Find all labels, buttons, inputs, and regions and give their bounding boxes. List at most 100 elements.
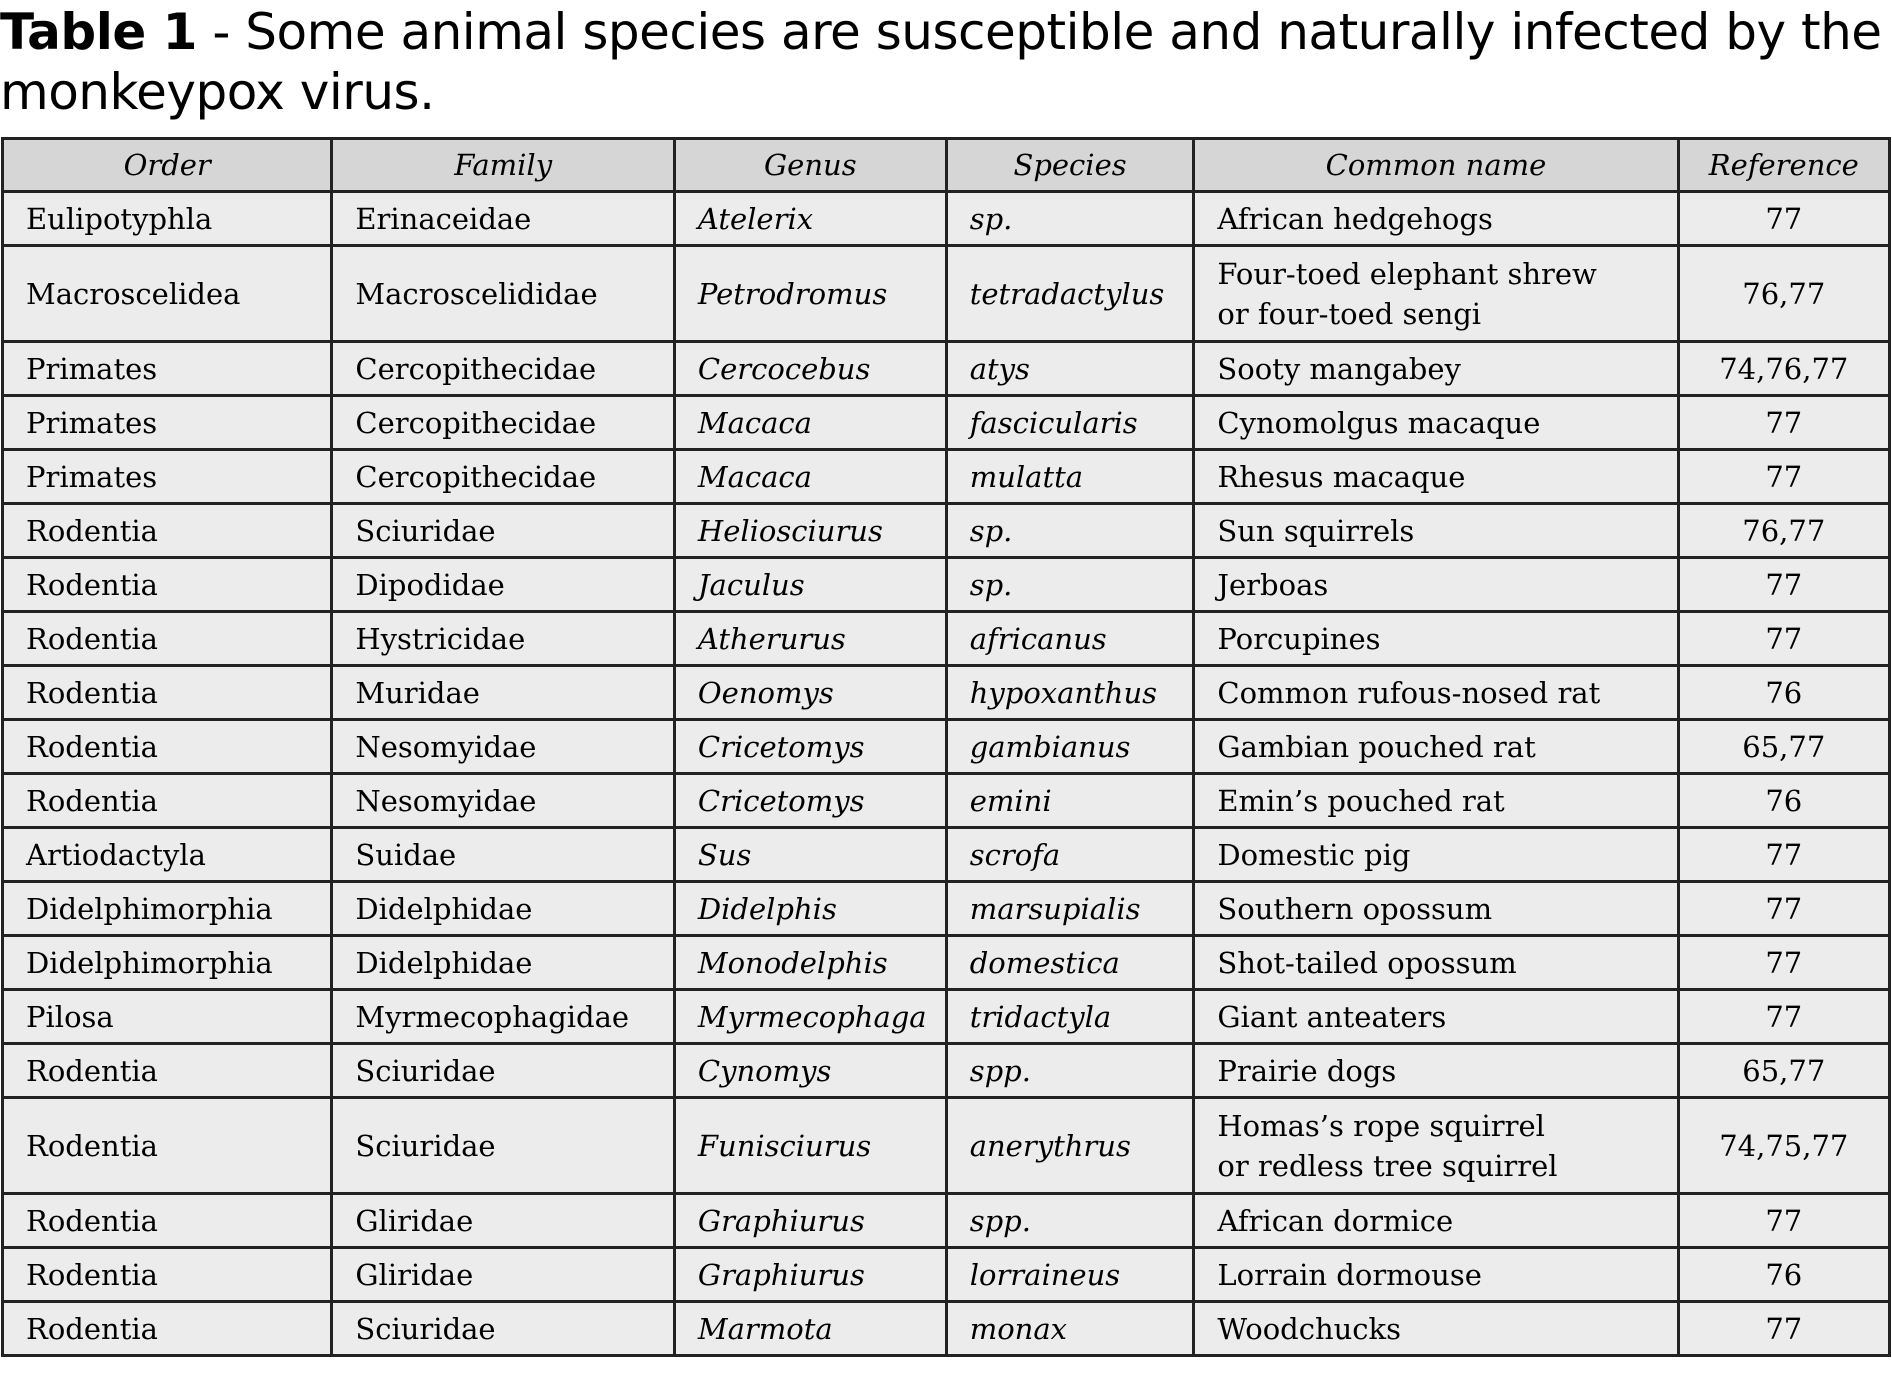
cell-family: Sciuridae <box>330 1042 676 1099</box>
cell-reference: 76 <box>1676 772 1892 829</box>
cell-genus: Marmota <box>672 1300 948 1357</box>
cell-genus: Cricetomys <box>672 718 948 775</box>
cell-common-name: Lorrain dormouse <box>1192 1246 1680 1303</box>
cell-family: Nesomyidae <box>330 772 676 829</box>
cell-reference: 77 <box>1676 1300 1892 1357</box>
cell-reference: 76 <box>1676 664 1892 721</box>
cell-species: tridactyla <box>944 988 1196 1045</box>
cell-species: gambianus <box>944 718 1196 775</box>
table-row: Artiodactyla Suidae Sus scrofa Domestic pig 7… <box>0 826 1892 883</box>
cell-family: Gliridae <box>330 1192 676 1249</box>
cell-genus: Sus <box>672 826 948 883</box>
table-row: Macroscelidea Macroscelididae Petrodromus t… <box>0 244 1892 343</box>
cell-common-name: Jerboas <box>1192 556 1680 613</box>
column-header-species: Species <box>944 137 1196 193</box>
cell-family: Hystricidae <box>330 610 676 667</box>
cell-order: Didelphimorphia <box>0 934 334 991</box>
table-row: Eulipotyphla Erinaceidae Atelerix sp. Africa… <box>0 190 1892 247</box>
cell-common-name: African hedgehogs <box>1192 190 1680 247</box>
column-header-order: Order <box>0 137 334 193</box>
cell-common-name: Homas’s rope squirrel or redless tree sq… <box>1192 1096 1680 1195</box>
cell-species: anerythrus <box>944 1096 1196 1195</box>
cell-common-name: Cynomolgus macaque <box>1192 394 1680 451</box>
cell-common-name: Domestic pig <box>1192 826 1680 883</box>
table-row: Rodentia Sciuridae Heliosciurus sp. Sun squi… <box>0 502 1892 559</box>
cell-reference: 77 <box>1676 556 1892 613</box>
cell-species: spp. <box>944 1042 1196 1099</box>
cell-reference: 77 <box>1676 448 1892 505</box>
cell-reference: 77 <box>1676 826 1892 883</box>
cell-species: hypoxanthus <box>944 664 1196 721</box>
column-header-family: Family <box>330 137 676 193</box>
cell-species: fascicularis <box>944 394 1196 451</box>
cell-common-name: Common rufous-nosed rat <box>1192 664 1680 721</box>
cell-family: Macroscelididae <box>330 244 676 343</box>
cell-order: Primates <box>0 394 334 451</box>
cell-family: Dipodidae <box>330 556 676 613</box>
cell-common-name: Porcupines <box>1192 610 1680 667</box>
cell-genus: Cynomys <box>672 1042 948 1099</box>
cell-order: Didelphimorphia <box>0 880 334 937</box>
cell-reference: 74,75,77 <box>1676 1096 1892 1195</box>
cell-family: Sciuridae <box>330 1096 676 1195</box>
cell-reference: 65,77 <box>1676 1042 1892 1099</box>
cell-species: lorraineus <box>944 1246 1196 1303</box>
table-row: Rodentia Gliridae Graphiurus lorraineus Lorr… <box>0 1246 1892 1303</box>
cell-order: Primates <box>0 448 334 505</box>
cell-order: Rodentia <box>0 718 334 775</box>
table-row: Rodentia Sciuridae Marmota monax Woodchucks 7… <box>0 1300 1892 1357</box>
column-header-common-name: Common name <box>1192 137 1680 193</box>
cell-reference: 65,77 <box>1676 718 1892 775</box>
cell-reference: 77 <box>1676 1192 1892 1249</box>
cell-order: Rodentia <box>0 610 334 667</box>
table-row: Rodentia Nesomyidae Cricetomys emini Emin’s … <box>0 772 1892 829</box>
table-row: Pilosa Myrmecophagidae Myrmecophaga tridact… <box>0 988 1892 1045</box>
cell-order: Eulipotyphla <box>0 190 334 247</box>
cell-family: Suidae <box>330 826 676 883</box>
cell-order: Rodentia <box>0 1042 334 1099</box>
cell-species: marsupialis <box>944 880 1196 937</box>
cell-order: Rodentia <box>0 502 334 559</box>
cell-species: scrofa <box>944 826 1196 883</box>
cell-reference: 74,76,77 <box>1676 340 1892 397</box>
cell-common-name: Giant anteaters <box>1192 988 1680 1045</box>
cell-species: emini <box>944 772 1196 829</box>
cell-common-name: Shot-tailed opossum <box>1192 934 1680 991</box>
cell-common-name: Southern opossum <box>1192 880 1680 937</box>
cell-reference: 77 <box>1676 880 1892 937</box>
column-header-reference: Reference <box>1676 137 1892 193</box>
cell-family: Didelphidae <box>330 880 676 937</box>
cell-species: monax <box>944 1300 1196 1357</box>
cell-reference: 77 <box>1676 190 1892 247</box>
cell-species: sp. <box>944 502 1196 559</box>
table-row: Rodentia Gliridae Graphiurus spp. African do… <box>0 1192 1892 1249</box>
table-label: Table 1 <box>0 3 197 61</box>
cell-order: Rodentia <box>0 664 334 721</box>
cell-common-name: Sun squirrels <box>1192 502 1680 559</box>
cell-order: Rodentia <box>0 556 334 613</box>
header-row: Order Family Genus Species Common name Refere… <box>0 137 1892 193</box>
cell-genus: Atelerix <box>672 190 948 247</box>
cell-common-name: Rhesus macaque <box>1192 448 1680 505</box>
cell-genus: Macaca <box>672 394 948 451</box>
table-row: Rodentia Sciuridae Cynomys spp. Prairie dogs… <box>0 1042 1892 1099</box>
cell-genus: Atherurus <box>672 610 948 667</box>
cell-genus: Heliosciurus <box>672 502 948 559</box>
table-row: Didelphimorphia Didelphidae Didelphis marsu… <box>0 880 1892 937</box>
cell-family: Nesomyidae <box>330 718 676 775</box>
cell-genus: Macaca <box>672 448 948 505</box>
cell-genus: Graphiurus <box>672 1192 948 1249</box>
cell-reference: 76,77 <box>1676 502 1892 559</box>
table-caption: Table 1 - Some animal species are suscep… <box>0 2 1892 122</box>
cell-genus: Monodelphis <box>672 934 948 991</box>
table-row: Didelphimorphia Didelphidae Monodelphis dom… <box>0 934 1892 991</box>
table-row: Rodentia Dipodidae Jaculus sp. Jerboas 77 <box>0 556 1892 613</box>
species-table: Order Family Genus Species Common name Refere… <box>0 137 1892 1357</box>
cell-family: Muridae <box>330 664 676 721</box>
table-row: Primates Cercopithecidae Cercocebus atys Soo… <box>0 340 1892 397</box>
column-header-genus: Genus <box>672 137 948 193</box>
cell-reference: 77 <box>1676 934 1892 991</box>
cell-family: Cercopithecidae <box>330 340 676 397</box>
cell-common-name: Woodchucks <box>1192 1300 1680 1357</box>
cell-species: spp. <box>944 1192 1196 1249</box>
